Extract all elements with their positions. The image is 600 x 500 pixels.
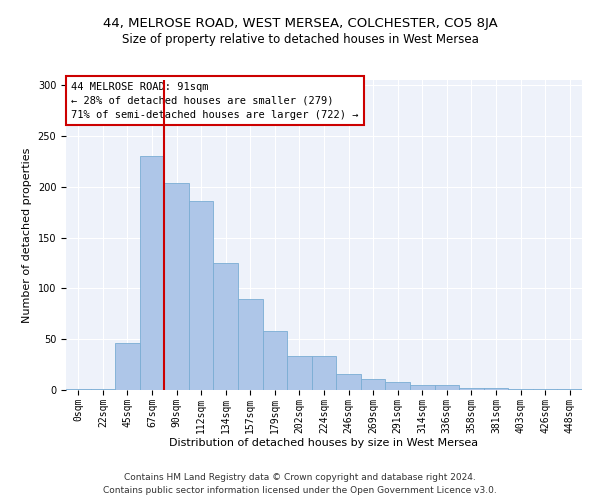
Bar xyxy=(238,298,263,390)
Text: Size of property relative to detached houses in West Mersea: Size of property relative to detached ho… xyxy=(122,32,478,46)
Y-axis label: Number of detached properties: Number of detached properties xyxy=(22,148,32,322)
Bar xyxy=(459,388,484,390)
Text: 44 MELROSE ROAD: 91sqm
← 28% of detached houses are smaller (279)
71% of semi-de: 44 MELROSE ROAD: 91sqm ← 28% of detached… xyxy=(71,82,359,120)
Bar xyxy=(214,263,238,390)
X-axis label: Distribution of detached houses by size in West Mersea: Distribution of detached houses by size … xyxy=(169,438,479,448)
Bar xyxy=(140,156,164,390)
Bar xyxy=(557,389,582,390)
Bar xyxy=(115,343,140,390)
Bar xyxy=(312,356,336,390)
Bar xyxy=(66,389,91,390)
Text: Contains HM Land Registry data © Crown copyright and database right 2024.
Contai: Contains HM Land Registry data © Crown c… xyxy=(103,474,497,495)
Bar xyxy=(434,385,459,390)
Text: 44, MELROSE ROAD, WEST MERSEA, COLCHESTER, CO5 8JA: 44, MELROSE ROAD, WEST MERSEA, COLCHESTE… xyxy=(103,18,497,30)
Bar xyxy=(361,379,385,390)
Bar xyxy=(508,389,533,390)
Bar xyxy=(189,201,214,390)
Bar xyxy=(533,389,557,390)
Bar xyxy=(263,331,287,390)
Bar xyxy=(336,374,361,390)
Bar xyxy=(410,385,434,390)
Bar xyxy=(287,356,312,390)
Bar xyxy=(164,182,189,390)
Bar xyxy=(91,389,115,390)
Bar xyxy=(385,382,410,390)
Bar xyxy=(484,388,508,390)
